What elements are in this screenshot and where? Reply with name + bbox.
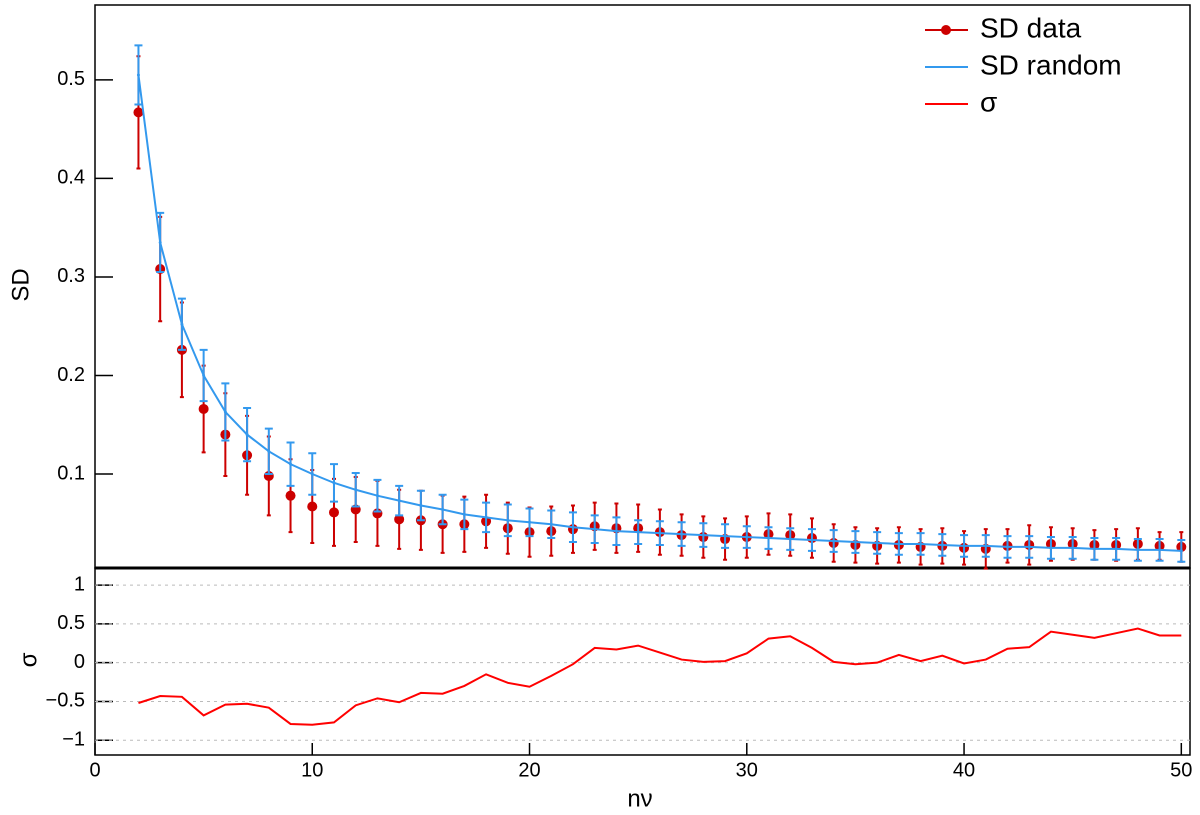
marker: [875, 541, 879, 545]
x-tick-label: 50: [1170, 759, 1192, 781]
marker: [245, 433, 249, 437]
marker: [354, 488, 358, 492]
marker: [136, 73, 140, 77]
marker: [962, 544, 966, 548]
marker: [701, 533, 705, 537]
marker: [614, 529, 618, 533]
marker: [223, 410, 227, 414]
marker: [832, 539, 836, 543]
x-tick-label: 40: [953, 759, 975, 781]
marker: [285, 490, 296, 501]
marker: [180, 322, 184, 326]
legend-label: SD random: [980, 49, 1122, 80]
y-tick-label: 0.5: [57, 612, 85, 634]
marker: [484, 515, 488, 519]
marker: [919, 542, 923, 546]
legend-label: σ: [980, 86, 997, 117]
bottom-frame: [94, 567, 1191, 756]
legend-marker: [941, 25, 951, 35]
marker: [528, 520, 532, 524]
marker: [810, 538, 814, 542]
marker: [1027, 545, 1031, 549]
y-axis-title: SD: [7, 268, 34, 301]
y-tick-label: −1: [62, 729, 85, 751]
marker: [419, 504, 423, 508]
marker: [658, 531, 662, 535]
marker: [1136, 548, 1140, 552]
legend-label: SD data: [980, 12, 1082, 43]
marker: [1006, 545, 1009, 549]
marker: [1114, 547, 1118, 551]
marker: [202, 373, 206, 377]
y-tick-label: 0.1: [57, 462, 85, 484]
marker: [158, 240, 162, 244]
marker: [853, 540, 857, 544]
marker: [940, 543, 944, 547]
marker: [1092, 547, 1096, 551]
marker: [767, 536, 771, 540]
marker: [198, 403, 209, 414]
marker: [310, 472, 314, 476]
marker: [593, 527, 597, 531]
x-tick-label: 20: [518, 759, 540, 781]
marker: [328, 507, 339, 518]
legend: SD data SD random σ: [925, 12, 1122, 117]
marker: [506, 518, 510, 522]
x-tick-label: 0: [89, 759, 100, 781]
marker: [571, 525, 575, 529]
marker: [462, 512, 466, 516]
marker: [1158, 548, 1162, 552]
marker: [984, 544, 988, 548]
series-line: [137, 74, 1182, 552]
y-tick-label: 0.5: [57, 68, 85, 90]
marker: [1071, 546, 1075, 550]
marker: [133, 107, 144, 118]
marker: [897, 542, 901, 546]
marker: [267, 449, 271, 453]
marker: [332, 481, 336, 485]
x-tick-label: 30: [736, 759, 758, 781]
y-tick-label: 0.4: [57, 167, 85, 189]
marker: [1049, 546, 1053, 550]
marker: [549, 522, 553, 526]
y-tick-label: 1: [74, 573, 85, 595]
y-tick-label: 0: [74, 651, 85, 673]
marker: [636, 530, 640, 534]
series-line: [138, 627, 1182, 726]
x-tick-label: 10: [301, 759, 323, 781]
marker: [1179, 549, 1183, 553]
y-tick-label: −0.5: [46, 690, 85, 712]
marker: [788, 537, 792, 541]
x-axis-title: nν: [627, 785, 652, 812]
top-frame: [94, 4, 1191, 569]
y-tick-label: 0.2: [57, 364, 85, 386]
marker: [375, 494, 379, 498]
marker: [680, 532, 684, 536]
y-tick-label: 0.3: [57, 265, 85, 287]
marker: [307, 501, 318, 512]
marker: [289, 462, 293, 466]
marker: [441, 507, 445, 511]
marker: [723, 534, 727, 538]
y-axis-title: σ: [15, 652, 42, 667]
marker: [394, 514, 405, 525]
marker: [745, 535, 749, 539]
marker: [397, 499, 401, 503]
